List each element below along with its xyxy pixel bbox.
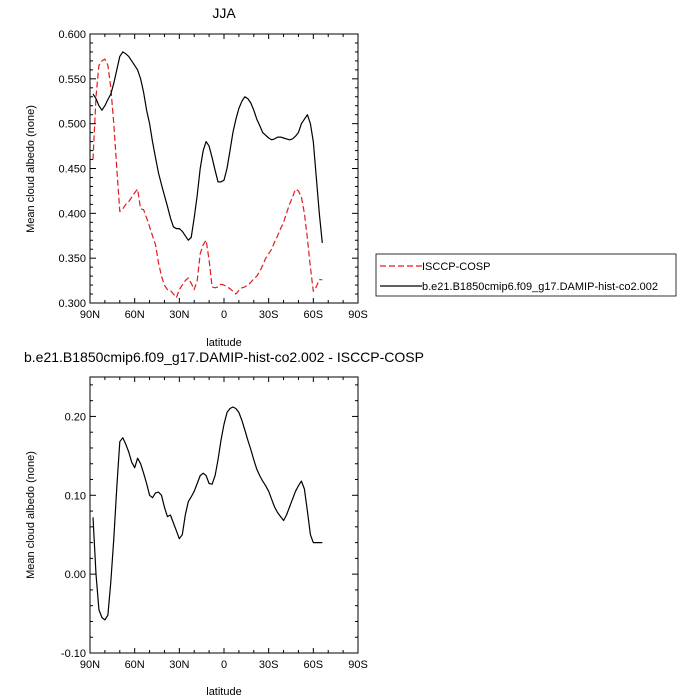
- chart-bottom-xlabel: latitude: [206, 686, 241, 698]
- chart-top-xlabel: latitude: [206, 337, 241, 349]
- y-tick-label: -0.10: [61, 648, 86, 660]
- legend-label-model: b.e21.B1850cmip6.f09_g17.DAMIP-hist-co2.…: [422, 281, 658, 293]
- y-tick-label: 0.500: [58, 119, 86, 131]
- series-line-0-1: [92, 51, 323, 243]
- chart-top-title: JJA: [212, 5, 236, 21]
- x-tick-label: 0: [221, 309, 227, 321]
- series-line-1-0: [92, 406, 323, 621]
- x-tick-label: 60N: [125, 309, 145, 321]
- x-tick-label: 90N: [80, 659, 100, 671]
- x-tick-label: 60S: [304, 659, 324, 671]
- y-tick-label: 0.300: [58, 298, 86, 310]
- chart-bottom-series: [92, 406, 323, 621]
- legend-label-isccp: ISCCP-COSP: [422, 261, 490, 273]
- y-tick-label: 0.00: [65, 569, 86, 581]
- y-tick-label: 0.20: [65, 411, 86, 423]
- y-tick-label: 0.400: [58, 208, 86, 220]
- x-tick-label: 30S: [259, 659, 279, 671]
- chart-bottom: b.e21.B1850cmip6.f09_g17.DAMIP-hist-co2.…: [24, 349, 424, 698]
- chart-top: JJA latitude Mean cloud albedo (none) 90…: [25, 5, 368, 349]
- series-line-0-0: [92, 58, 323, 299]
- x-tick-label: 60S: [304, 309, 324, 321]
- chart-bottom-frame: [89, 376, 359, 654]
- x-tick-label: 60N: [125, 659, 145, 671]
- x-tick-label: 30N: [169, 309, 189, 321]
- y-tick-label: 0.550: [58, 74, 86, 86]
- x-tick-label: 30N: [169, 659, 189, 671]
- x-tick-label: 90S: [348, 659, 368, 671]
- y-tick-label: 0.350: [58, 253, 86, 265]
- chart-bottom-title: b.e21.B1850cmip6.f09_g17.DAMIP-hist-co2.…: [24, 349, 424, 365]
- y-tick-label: 0.10: [65, 490, 86, 502]
- y-tick-label: 0.450: [58, 164, 86, 176]
- chart-bottom-axes: 90N 60N 30N 0 30S 60S 90S -0.10 0.00 0.10 0.20: [61, 377, 368, 671]
- x-tick-label: 0: [221, 659, 227, 671]
- x-tick-label: 90N: [80, 309, 100, 321]
- chart-top-frame: [89, 33, 359, 304]
- chart-top-ylabel: Mean cloud albedo (none): [25, 105, 37, 233]
- chart-bottom-ylabel: Mean cloud albedo (none): [25, 451, 37, 579]
- x-tick-label: 90S: [348, 309, 368, 321]
- chart-top-series: [92, 51, 323, 299]
- legend: ISCCP-COSP b.e21.B1850cmip6.f09_g17.DAMI…: [375, 253, 677, 297]
- y-tick-label: 0.600: [58, 29, 86, 41]
- legend-box: [375, 253, 677, 297]
- chart-top-axes: 90N 60N 30N 0 30S 60S 90S 0.300 0.350 0.400 0.450 0…: [58, 29, 367, 321]
- x-tick-label: 30S: [259, 309, 279, 321]
